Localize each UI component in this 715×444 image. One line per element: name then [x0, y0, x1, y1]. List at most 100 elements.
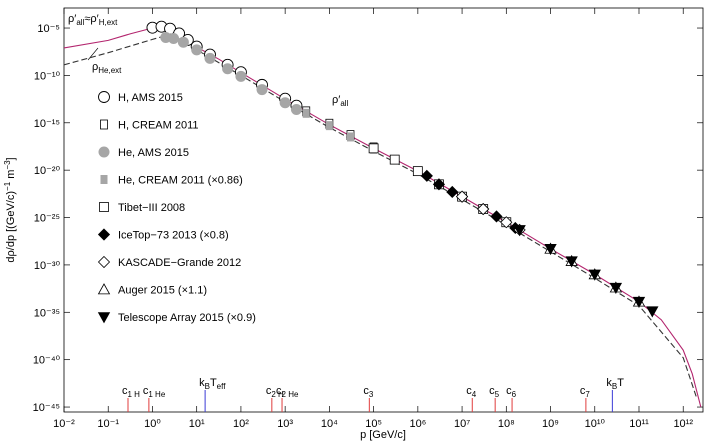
- label-part: ρ′: [332, 94, 340, 106]
- reference-label-sub: 3: [369, 390, 374, 399]
- label-part: ≈ρ′: [84, 13, 98, 25]
- reference-label-sub: 1 He: [148, 390, 165, 399]
- reference-label-sub: 1 H: [128, 390, 141, 399]
- label-sub: He,ext: [98, 66, 122, 75]
- curve: [64, 26, 702, 408]
- point: [432, 178, 446, 191]
- x-tick-label: 10⁶: [409, 418, 426, 430]
- legend-marker: [100, 175, 108, 184]
- reference-label: kBT: [606, 377, 624, 391]
- curve-label: ρ′all≈ρ′H,ext: [68, 13, 118, 27]
- x-tick-label: 10⁹: [542, 418, 559, 430]
- reference-label: c1 He: [143, 385, 166, 399]
- point: [290, 104, 302, 116]
- legend-marker: [100, 119, 108, 130]
- legend-marker: [97, 283, 111, 295]
- point: [191, 44, 203, 56]
- point: [389, 154, 400, 165]
- reference-label: c1 H: [122, 385, 140, 399]
- point: [204, 52, 216, 64]
- reference-label-part: c: [580, 385, 586, 397]
- label-sub: all: [340, 99, 348, 108]
- reference-label: c3: [363, 385, 374, 399]
- reference-label-sub: B: [612, 382, 617, 391]
- reference-label-part: c: [122, 385, 128, 397]
- legend-label: IceTop−73 2013 (×0.8): [118, 230, 229, 242]
- point: [412, 166, 423, 177]
- x-tick-label: 10²: [233, 418, 249, 430]
- reference-label: c4: [466, 385, 477, 399]
- y-tick-label: 10⁻⁵: [37, 23, 60, 35]
- reference-label-part: k: [199, 377, 205, 389]
- x-tick-label: 10⁰: [144, 418, 161, 430]
- y-tick-label: 10⁻¹⁵: [34, 118, 60, 130]
- label-pointer: [87, 47, 99, 61]
- legend-marker: [98, 146, 110, 158]
- point: [222, 63, 234, 75]
- y-label-part: m: [5, 170, 17, 182]
- x-axis-label: p [GeV/c]: [360, 429, 406, 441]
- curve-label: ρ′all: [332, 94, 349, 108]
- x-tick-label: 10¹²: [673, 418, 693, 430]
- y-tick-label: 10⁻²⁵: [34, 213, 60, 225]
- point: [544, 244, 557, 256]
- point: [609, 282, 623, 294]
- point: [177, 36, 189, 48]
- point: [565, 256, 578, 268]
- point: [368, 143, 379, 154]
- curve: [64, 35, 698, 398]
- label-sub: all: [76, 18, 84, 27]
- reference-label: c7: [580, 385, 591, 399]
- x-tick-label: 10¹⁰: [585, 418, 606, 430]
- reference-label-sub: B: [205, 382, 210, 391]
- point: [500, 216, 513, 229]
- legend-label: KASCADE−Grande 2012: [118, 257, 241, 269]
- legend-marker: [97, 228, 111, 241]
- plot-layer: [64, 20, 702, 408]
- reference-label-part: c: [143, 385, 149, 397]
- label-part: ρ′: [68, 13, 76, 25]
- x-tick-label: 10⁸: [498, 418, 515, 430]
- y-tick-label: 10⁻⁴⁰: [33, 355, 61, 367]
- x-tick-label: 10⁵: [365, 418, 382, 430]
- legend-label: He, CREAM 2011 (×0.86): [118, 175, 243, 187]
- legend-label: H, AMS 2015: [118, 92, 183, 104]
- curve-label: ρHe,ext: [92, 61, 122, 75]
- point: [588, 269, 601, 281]
- reference-label-sub: 2 He: [282, 390, 299, 399]
- reference-label-part: c: [276, 385, 282, 397]
- point: [513, 225, 526, 237]
- x-tick-label: 10⁻²: [53, 418, 75, 430]
- reference-label: c6: [506, 385, 516, 399]
- reference-label-part: T: [617, 377, 624, 389]
- y-tick-label: 10⁻³⁰: [34, 260, 61, 272]
- reference-label-part: k: [606, 377, 612, 389]
- plot-frame: [63, 7, 704, 413]
- point: [325, 121, 333, 131]
- reference-label-part: c: [466, 385, 472, 397]
- y-tick-label: 10⁻²⁰: [34, 165, 61, 177]
- point: [235, 70, 247, 82]
- x-tick-label: 10³: [277, 418, 293, 430]
- point: [279, 97, 291, 109]
- point: [256, 84, 268, 96]
- y-tick-label: 10⁻¹⁰: [34, 70, 61, 82]
- point: [632, 296, 646, 309]
- point: [446, 185, 459, 199]
- x-tick-label: 10¹: [189, 418, 205, 430]
- reference-label-sub: 5: [495, 390, 500, 399]
- point: [346, 132, 354, 142]
- point: [490, 210, 503, 223]
- y-tick-label: 10⁻⁴⁵: [33, 402, 60, 414]
- legend-marker: [97, 255, 111, 269]
- label-sub: H,ext: [99, 18, 118, 27]
- reference-label-part: c: [506, 385, 512, 397]
- reference-label: c2 He: [276, 385, 299, 399]
- reference-label-sub: 4: [472, 390, 477, 399]
- label-part: ρ: [92, 61, 98, 73]
- reference-label-sub: 7: [585, 390, 590, 399]
- legend-marker: [98, 91, 110, 103]
- reference-label-sub: 6: [512, 390, 517, 399]
- reference-label-part: c: [363, 385, 369, 397]
